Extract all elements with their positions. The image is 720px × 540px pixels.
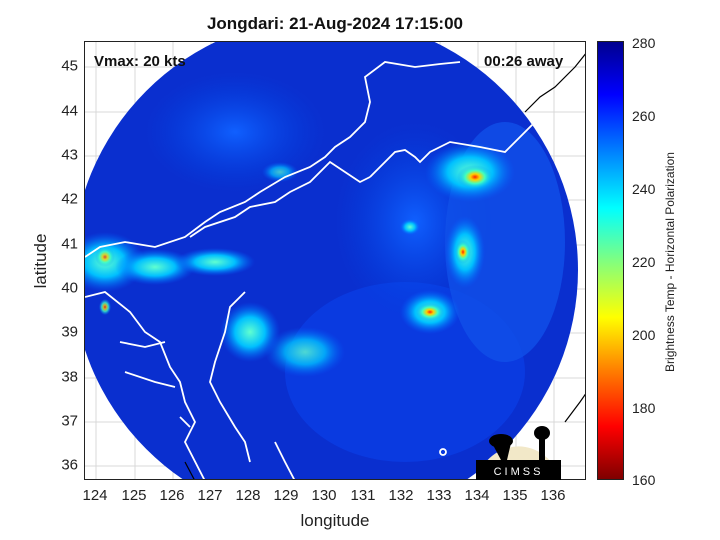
time-away-annotation: 00:26 away	[484, 53, 564, 70]
y-tick-label: 42	[61, 190, 78, 208]
x-tick-label: 129	[273, 487, 299, 504]
y-axis-label: latitude	[31, 233, 50, 289]
x-axis-label: longitude	[300, 511, 370, 530]
x-tick-label: 133	[426, 487, 452, 504]
x-tick-label: 132	[388, 487, 414, 504]
x-tick-label: 128	[235, 487, 261, 504]
x-tick-label: 135	[502, 487, 528, 504]
coastline-outside	[184, 53, 585, 479]
x-tick-label: 127	[197, 487, 223, 504]
colorbar-tick: 260	[632, 108, 656, 124]
y-tick-label: 39	[61, 323, 78, 341]
colorbar-tick: 240	[632, 181, 656, 197]
vmax-annotation: Vmax: 20 kts	[94, 53, 186, 70]
y-tick-label: 40	[61, 279, 78, 297]
y-tick-label: 44	[61, 102, 78, 120]
x-tick-label: 125	[121, 487, 147, 504]
colorbar-tick: 220	[632, 254, 656, 270]
x-tick-label: 126	[159, 487, 185, 504]
colorbar-tick: 180	[632, 400, 656, 416]
colorbar-tick: 200	[632, 327, 656, 343]
y-tick-label: 43	[61, 146, 78, 164]
x-tick-label: 136	[540, 487, 566, 504]
x-tick-label: 130	[311, 487, 337, 504]
map-plot-area	[84, 41, 586, 480]
x-tick-label: 131	[350, 487, 376, 504]
y-tick-label: 41	[61, 235, 78, 253]
colorbar-label: Brightness Temp - Horizontal Polarizatio…	[663, 152, 677, 372]
y-tick-label: 37	[61, 412, 78, 430]
coastline	[85, 61, 546, 479]
logo-text: CIMSS	[494, 466, 544, 478]
x-tick-label: 134	[464, 487, 490, 504]
y-tick-label: 38	[61, 368, 78, 386]
colorbar-tick: 280	[632, 35, 656, 51]
cimss-logo: CIMSS	[476, 426, 561, 480]
brightness-swath	[85, 42, 578, 479]
colorbar	[597, 41, 624, 480]
y-tick-label: 45	[61, 57, 78, 75]
colorbar-tick: 160	[632, 472, 656, 488]
y-tick-label: 36	[61, 456, 78, 474]
map-svg	[85, 42, 585, 479]
x-tick-label: 124	[82, 487, 108, 504]
chart-title: Jongdari: 21-Aug-2024 17:15:00	[206, 14, 464, 33]
